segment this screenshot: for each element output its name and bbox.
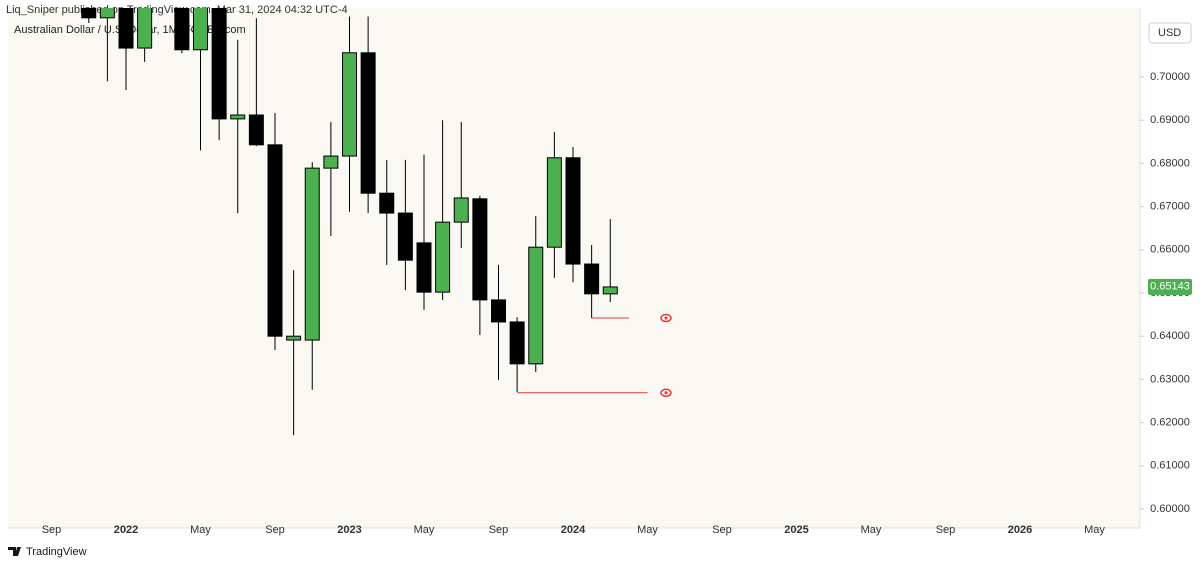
candle-body (416, 242, 432, 293)
candle-body (230, 114, 246, 120)
candle-body (193, 8, 208, 51)
x-tick-label: May (414, 524, 435, 536)
currency: USD (1158, 27, 1181, 39)
candle-body (304, 167, 320, 341)
y-tick-label: 0.68000 (1150, 157, 1190, 169)
y-tick-label: 0.62000 (1150, 416, 1190, 428)
candle-body (528, 246, 544, 365)
y-tick-label: 0.70000 (1150, 71, 1190, 83)
candle-body (137, 8, 153, 49)
x-tick-label: Sep (265, 524, 285, 536)
candle-body (472, 198, 488, 301)
candle-body (174, 8, 190, 51)
x-tick-label: May (1084, 524, 1105, 536)
alert-eye (660, 313, 672, 323)
candle-body (342, 52, 357, 157)
x-tick-label: 2026 (1008, 524, 1032, 536)
alert-eye-pupil (664, 391, 668, 395)
x-tick-label: 2025 (784, 524, 808, 536)
plot-area (8, 8, 1140, 528)
currency-box[interactable] (1148, 22, 1192, 44)
candle-body (509, 321, 525, 365)
x-tick-label: 2023 (337, 524, 361, 536)
candle-body (546, 157, 562, 248)
y-tick-label: 0.69000 (1150, 114, 1190, 126)
y-tick-label: 0.63000 (1150, 373, 1190, 385)
candle-body (267, 144, 283, 337)
y-tick-label: 0.67000 (1150, 200, 1190, 212)
x-tick-label: Sep (712, 524, 732, 536)
candle-body (453, 197, 469, 223)
candle-body (248, 114, 264, 146)
last-price-label: 0.65143 (1150, 281, 1190, 293)
x-tick-label: Sep (42, 524, 62, 536)
candle-body (397, 212, 413, 261)
y-tick-label: 0.66000 (1150, 244, 1190, 256)
brand-logo (8, 547, 21, 556)
candle-body (491, 299, 506, 323)
y-tick-label: 0.61000 (1150, 460, 1190, 472)
x-tick-label: May (190, 524, 211, 536)
last-price-box (1148, 278, 1192, 295)
candle-body (360, 52, 376, 194)
candle-body (602, 286, 618, 295)
alert-eye-pupil (664, 316, 668, 320)
candle-body (584, 263, 600, 295)
candle-body (81, 8, 97, 19)
candle-body (565, 157, 581, 265)
candle-body (286, 335, 302, 341)
candle-body (379, 192, 395, 214)
x-tick-label: Sep (936, 524, 956, 536)
y-tick-label: 0.64000 (1150, 330, 1190, 342)
x-tick-label: May (861, 524, 882, 536)
candles (81, 8, 648, 436)
candle-body (435, 221, 451, 293)
candle-body (323, 155, 339, 169)
alert-eye (660, 388, 672, 398)
x-tick-label: 2022 (114, 524, 138, 536)
x-tick-label: Sep (489, 524, 509, 536)
candle-body (211, 8, 227, 120)
y-tick-label: 0.60000 (1150, 503, 1190, 515)
x-tick-label: 2024 (561, 524, 586, 536)
x-tick-label: May (637, 524, 658, 536)
candle-body (118, 8, 134, 49)
brand: TradingView (26, 546, 87, 558)
candle-body (99, 8, 115, 19)
